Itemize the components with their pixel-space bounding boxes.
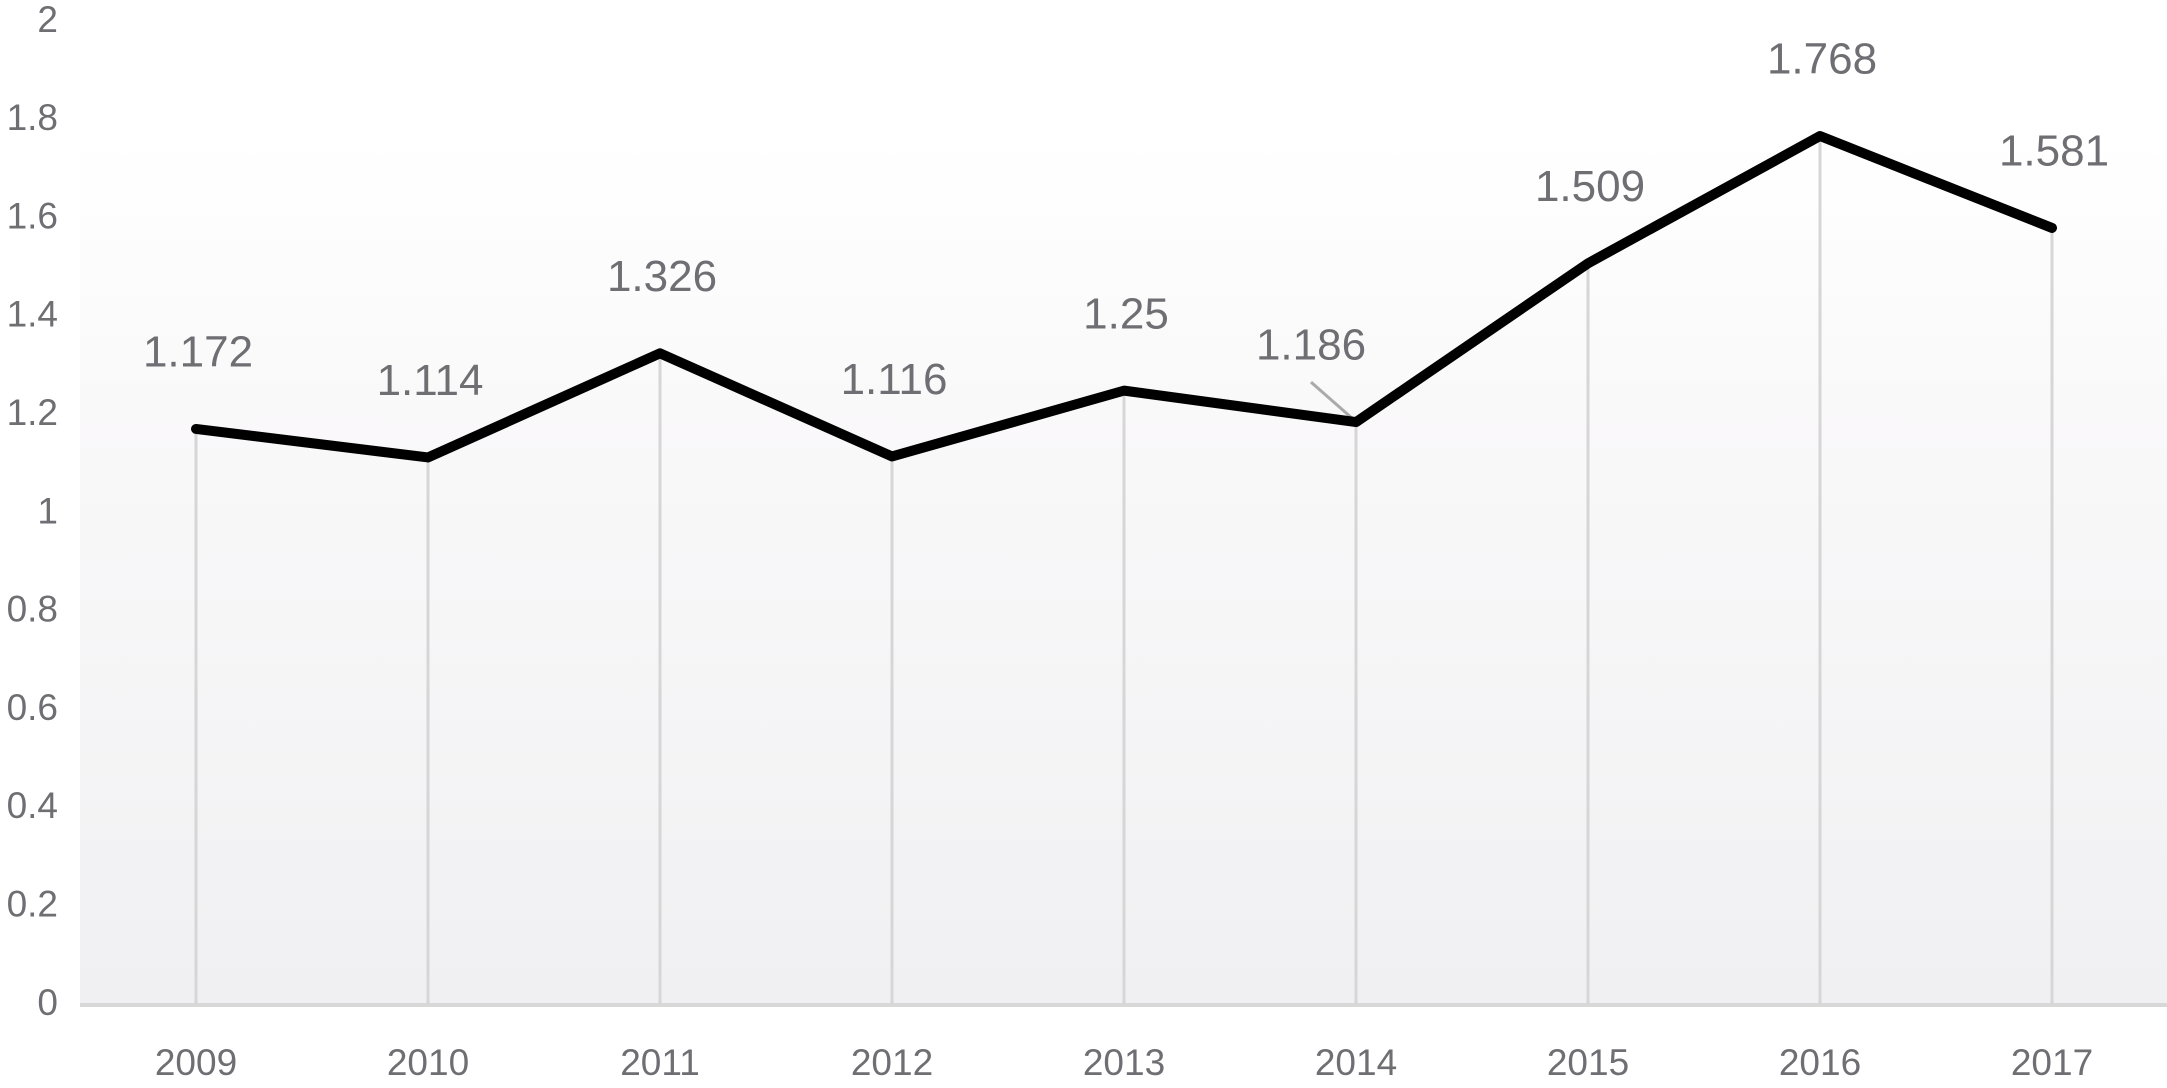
- data-label: 1.172: [143, 328, 253, 377]
- y-tick-label: 0.6: [7, 687, 58, 728]
- y-tick-label: 2: [37, 0, 58, 40]
- data-label: 1.186: [1256, 321, 1366, 370]
- data-label: 1.116: [841, 355, 948, 404]
- leader-line: [1310, 380, 1353, 420]
- data-label: 1.25: [1083, 289, 1169, 338]
- y-tick-label: 1.6: [7, 195, 58, 236]
- y-tick-label: 1: [37, 490, 58, 531]
- y-tick-label: 0.2: [7, 883, 58, 924]
- x-tick-label: 2017: [2011, 1042, 2093, 1083]
- y-tick-label: 1.4: [7, 294, 58, 335]
- data-label: 1.114: [377, 356, 484, 405]
- y-tick-label: 0.8: [7, 589, 58, 630]
- x-tick-label: 2011: [620, 1042, 700, 1083]
- data-label: 1.768: [1767, 35, 1877, 84]
- x-tick-label: 2013: [1083, 1042, 1165, 1083]
- y-tick-label: 0: [37, 982, 58, 1023]
- data-label: 1.509: [1535, 162, 1645, 211]
- x-tick-label: 2010: [387, 1042, 469, 1083]
- x-tick-label: 2009: [155, 1042, 237, 1083]
- y-tick-label: 0.4: [7, 785, 58, 826]
- data-line: [191, 131, 2057, 463]
- y-tick-label: 1.2: [7, 392, 58, 433]
- data-label: 1.581: [1999, 127, 2109, 176]
- x-tick-label: 2016: [1779, 1042, 1861, 1083]
- x-tick-label: 2012: [851, 1042, 933, 1083]
- x-tick-label: 2015: [1547, 1042, 1629, 1083]
- x-tick-label: 2014: [1315, 1042, 1397, 1083]
- data-label: 1.326: [607, 252, 717, 301]
- y-tick-label: 1.8: [7, 97, 58, 138]
